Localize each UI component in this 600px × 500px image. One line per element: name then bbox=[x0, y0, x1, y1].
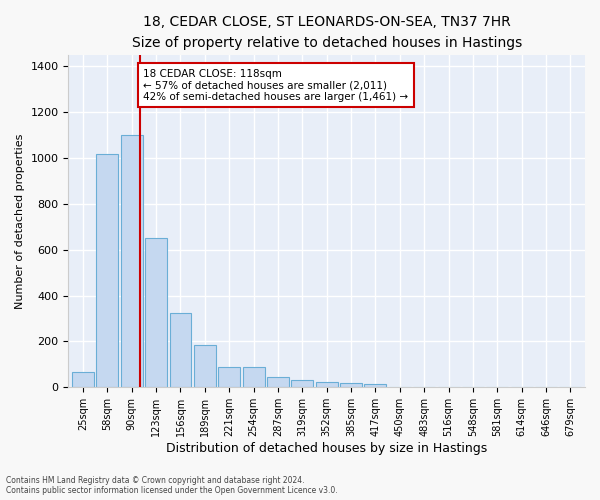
Bar bbox=[97, 154, 118, 388]
Title: 18, CEDAR CLOSE, ST LEONARDS-ON-SEA, TN37 7HR
Size of property relative to detac: 18, CEDAR CLOSE, ST LEONARDS-ON-SEA, TN3… bbox=[131, 15, 522, 50]
Bar bbox=[242, 366, 265, 388]
Bar bbox=[145, 238, 167, 388]
Text: 18 CEDAR CLOSE: 118sqm
← 57% of detached houses are smaller (2,011)
42% of semi-: 18 CEDAR CLOSE: 118sqm ← 57% of detached… bbox=[143, 68, 409, 102]
Bar bbox=[218, 366, 240, 388]
X-axis label: Distribution of detached houses by size in Hastings: Distribution of detached houses by size … bbox=[166, 442, 487, 455]
Bar bbox=[72, 372, 94, 388]
Bar bbox=[194, 345, 216, 388]
Bar bbox=[121, 135, 143, 388]
Bar bbox=[292, 380, 313, 388]
Bar bbox=[170, 313, 191, 388]
Bar bbox=[364, 384, 386, 388]
Bar bbox=[316, 382, 338, 388]
Bar bbox=[267, 377, 289, 388]
Text: Contains HM Land Registry data © Crown copyright and database right 2024.
Contai: Contains HM Land Registry data © Crown c… bbox=[6, 476, 338, 495]
Bar bbox=[340, 383, 362, 388]
Y-axis label: Number of detached properties: Number of detached properties bbox=[15, 134, 25, 309]
